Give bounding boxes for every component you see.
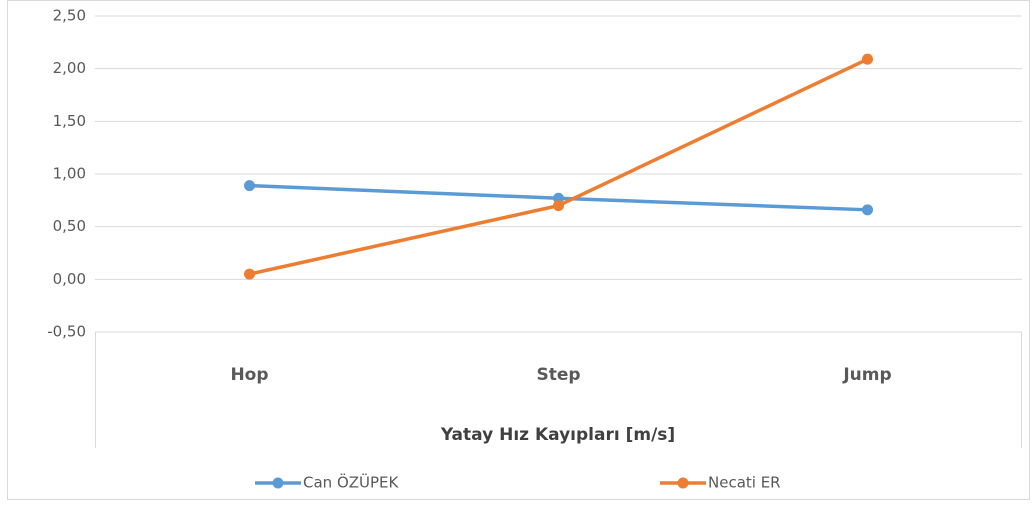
y-tick-label: 1,50 <box>53 112 86 130</box>
legend-label: Can ÖZÜPEK <box>303 473 400 492</box>
legend-label: Necati ER <box>708 474 781 492</box>
marker <box>244 180 255 192</box>
y-tick-label: 1,00 <box>53 165 86 183</box>
legend-marker <box>272 477 284 489</box>
y-tick-label: 0,50 <box>53 217 86 235</box>
y-tick-label: 0,00 <box>53 270 86 288</box>
marker <box>244 268 255 280</box>
y-tick-label: 2,50 <box>53 7 86 25</box>
x-tick-label: Step <box>536 365 580 385</box>
y-tick-label: 2,00 <box>53 59 86 77</box>
marker <box>862 53 873 65</box>
chart-border <box>7 0 1030 500</box>
marker <box>862 204 873 216</box>
x-tick-label: Hop <box>230 365 268 385</box>
x-axis-title: Yatay Hız Kayıpları [m/s] <box>440 425 675 445</box>
marker <box>553 200 564 212</box>
x-tick-label: Jump <box>842 365 891 385</box>
y-tick-label: -0,50 <box>47 323 86 341</box>
legend-marker <box>677 477 689 489</box>
